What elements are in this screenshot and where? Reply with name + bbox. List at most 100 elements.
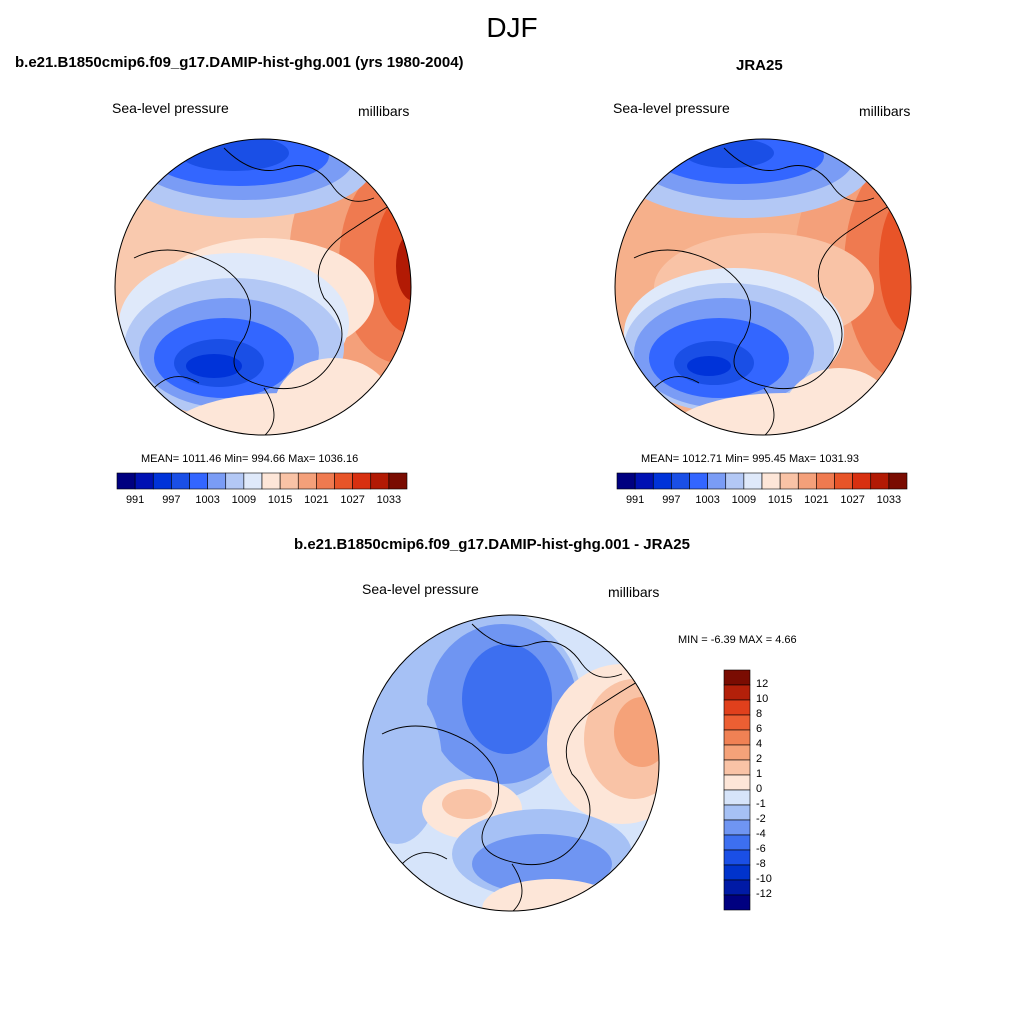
obs-colorbar-box — [816, 472, 835, 490]
model-colorbar-box — [171, 472, 190, 490]
diff-units-label: millibars — [608, 584, 660, 600]
model-colorbar-box — [388, 472, 408, 490]
obs-colorbar-tick-label: 991 — [625, 494, 645, 506]
diff-colorbar-box — [723, 804, 751, 821]
obs-colorbar-box — [761, 472, 781, 490]
diff-colorbar-box — [723, 684, 751, 701]
diff-colorbar-labels: 12 10 8 6 4 2 1 0 -1 -2 -4 -6 -8 -10 -12 — [756, 670, 796, 910]
diff-colorbar-box — [723, 864, 751, 881]
diff-colorbar-box — [723, 744, 751, 761]
model-colorbar-box — [370, 472, 390, 490]
obs-colorbar-box — [852, 472, 872, 490]
diff-colorbar-box — [723, 894, 751, 911]
obs-colorbar-tick-label: 1027 — [840, 494, 865, 506]
model-colorbar-tick-label: 1015 — [267, 494, 293, 506]
model-colorbar-box — [297, 472, 317, 490]
diff-panel-title: b.e21.B1850cmip6.f09_g17.DAMIP-hist-ghg.… — [294, 536, 690, 553]
model-colorbar-tick-label: 1027 — [340, 494, 365, 506]
diff-colorbar-box — [723, 729, 751, 746]
obs-variable-label: Sea-level pressure — [613, 100, 730, 116]
model-colorbar-tick-label: 1003 — [195, 494, 220, 506]
obs-colorbar-labels: 991 997 1003 1009 1015 1021 1027 1033 — [617, 494, 907, 508]
diff-colorbar-tick-label: -4 — [756, 828, 766, 840]
diff-colorbar-tick-label: -6 — [756, 843, 766, 855]
diff-colorbar-tick-label: 12 — [756, 678, 769, 690]
diff-colorbar-tick-label: -1 — [756, 798, 766, 810]
model-colorbar-box — [261, 472, 281, 490]
obs-colorbar-box — [671, 472, 690, 490]
diff-colorbar-tick-label: 2 — [756, 753, 763, 765]
model-colorbar-box — [279, 472, 299, 490]
model-colorbar-box — [316, 472, 335, 490]
model-colorbar — [116, 472, 408, 490]
model-colorbar-box — [116, 472, 136, 490]
diff-stats: MIN = -6.39 MAX = 4.66 — [678, 634, 797, 646]
model-colorbar-box — [352, 472, 372, 490]
diff-colorbar-tick-label: 4 — [756, 738, 763, 750]
diff-colorbar-tick-label: 0 — [756, 783, 763, 795]
obs-units-label: millibars — [859, 103, 911, 119]
model-slp-map — [114, 138, 412, 436]
model-colorbar-box — [134, 472, 154, 490]
obs-colorbar-box — [779, 472, 799, 490]
diff-colorbar-tick-label: 1 — [756, 768, 763, 780]
diff-colorbar-tick-label: -2 — [756, 813, 766, 825]
obs-colorbar-box — [725, 472, 745, 490]
diff-colorbar-box — [723, 669, 751, 686]
diff-colorbar-box — [723, 774, 751, 791]
diff-colorbar-box — [723, 819, 751, 836]
diff-colorbar-tick-label: 6 — [756, 723, 763, 735]
obs-colorbar — [616, 472, 908, 490]
model-colorbar-box — [334, 472, 353, 490]
obs-colorbar-tick-label: 1015 — [767, 494, 793, 506]
diff-colorbar-tick-label: 8 — [756, 708, 763, 720]
model-colorbar-tick-label: 1021 — [304, 494, 329, 506]
diff-colorbar-box — [723, 714, 751, 731]
diff-colorbar-box — [723, 759, 751, 776]
obs-colorbar-box — [888, 472, 908, 490]
obs-slp-map — [614, 138, 912, 436]
diff-colorbar-tick-label: -10 — [756, 873, 772, 885]
obs-stats: MEAN= 1012.71 Min= 995.45 Max= 1031.93 — [641, 453, 860, 465]
obs-colorbar-tick-label: 1009 — [731, 494, 757, 506]
model-colorbar-tick-label: 1033 — [376, 494, 402, 506]
obs-colorbar-tick-label: 997 — [662, 494, 681, 506]
diff-colorbar-tick-label: -8 — [756, 858, 766, 870]
model-variable-label: Sea-level pressure — [112, 100, 229, 116]
model-colorbar-box — [152, 472, 172, 490]
model-units-label: millibars — [358, 103, 410, 119]
obs-colorbar-box — [689, 472, 708, 490]
diff-colorbar-tick-label: -12 — [756, 888, 772, 900]
diff-colorbar-box — [723, 834, 751, 851]
model-colorbar-tick-label: 991 — [125, 494, 145, 506]
obs-colorbar-box — [616, 472, 636, 490]
obs-colorbar-tick-label: 1033 — [876, 494, 902, 506]
model-colorbar-tick-label: 997 — [162, 494, 181, 506]
diff-variable-label: Sea-level pressure — [362, 581, 479, 597]
obs-colorbar-box — [652, 472, 672, 490]
model-colorbar-box — [243, 472, 263, 490]
diff-colorbar-tick-label: 10 — [756, 693, 769, 705]
model-colorbar-labels: 991 997 1003 1009 1015 1021 1027 1033 — [117, 494, 407, 508]
model-colorbar-tick-label: 1009 — [231, 494, 257, 506]
diff-colorbar — [723, 669, 751, 911]
model-colorbar-box — [189, 472, 208, 490]
diff-colorbar-box — [723, 699, 751, 716]
diff-colorbar-box — [723, 849, 751, 866]
diff-slp-map — [362, 614, 660, 912]
obs-colorbar-box — [743, 472, 763, 490]
diff-colorbar-box — [723, 879, 751, 896]
obs-colorbar-box — [797, 472, 817, 490]
obs-colorbar-box — [834, 472, 853, 490]
obs-panel-title: JRA25 — [736, 57, 783, 74]
obs-colorbar-tick-label: 1021 — [804, 494, 829, 506]
obs-colorbar-box — [707, 472, 727, 490]
model-colorbar-box — [207, 472, 227, 490]
diff-colorbar-box — [723, 789, 751, 806]
figure-title: DJF — [486, 12, 538, 43]
model-colorbar-box — [225, 472, 245, 490]
obs-colorbar-tick-label: 1003 — [695, 494, 720, 506]
obs-colorbar-box — [634, 472, 654, 490]
model-stats: MEAN= 1011.46 Min= 994.66 Max= 1036.16 — [141, 453, 359, 465]
obs-colorbar-box — [870, 472, 890, 490]
